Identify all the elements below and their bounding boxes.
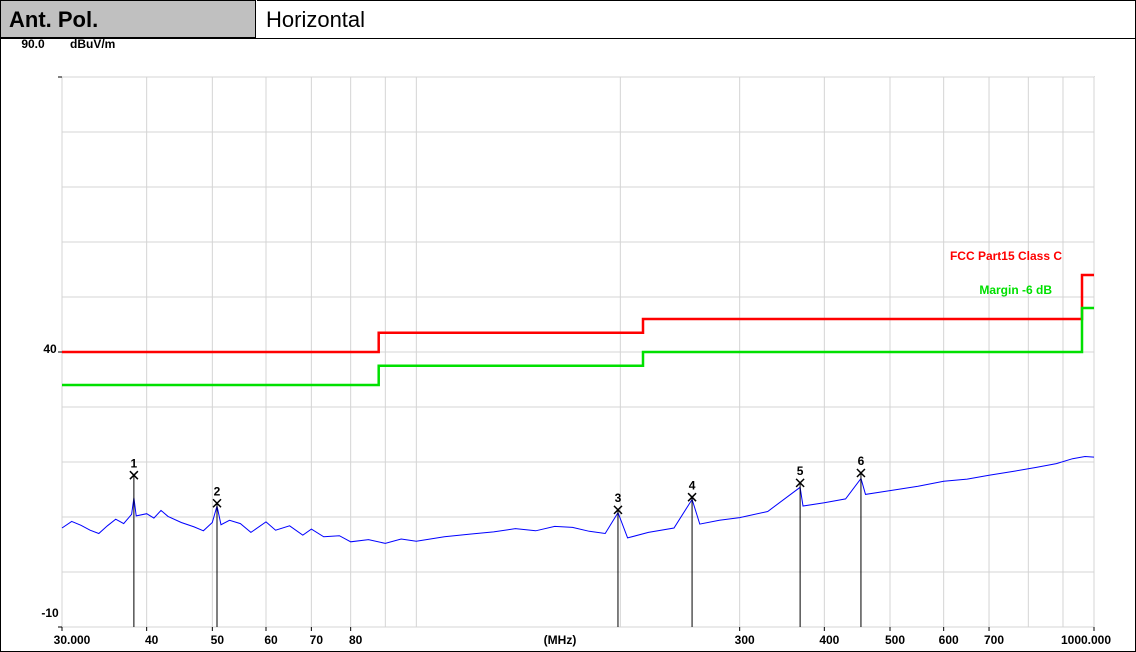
series-label: FCC Part15 Class C bbox=[950, 249, 1062, 263]
x-axis-label: (MHz) bbox=[544, 633, 577, 647]
header-label: Ant. Pol. bbox=[0, 0, 256, 38]
x-tick-label: 60 bbox=[264, 633, 278, 647]
x-tick-label: 30.000 bbox=[54, 633, 91, 647]
chart: dBuV/m (MHz) 90.0 40 -10 30.000 40 50 60 70 80 30… bbox=[0, 38, 1136, 652]
marker-label: 4 bbox=[689, 478, 696, 492]
y-tick-label: -10 bbox=[41, 606, 59, 620]
x-tick-label: 40 bbox=[145, 633, 159, 647]
x-tick-label: 80 bbox=[349, 633, 363, 647]
marker-cross bbox=[795, 478, 805, 488]
x-tick-label: 1000.000 bbox=[1061, 633, 1111, 647]
marker-cross bbox=[613, 505, 623, 515]
x-tick-label: 400 bbox=[819, 633, 839, 647]
y-unit: dBuV/m bbox=[70, 38, 115, 51]
header-value: Horizontal bbox=[257, 0, 1136, 39]
marker-cross bbox=[856, 468, 866, 478]
marker-label: 2 bbox=[214, 484, 221, 498]
y-tick-label: 90.0 bbox=[21, 38, 45, 51]
series-line bbox=[62, 306, 1094, 387]
x-tick-label: 70 bbox=[310, 633, 324, 647]
marker-cross bbox=[129, 470, 139, 480]
marker-cross bbox=[212, 498, 222, 508]
series-line bbox=[62, 273, 1094, 354]
series-label: Margin -6 dB bbox=[979, 283, 1052, 297]
marker-label: 1 bbox=[131, 456, 138, 470]
marker-label: 3 bbox=[615, 491, 622, 505]
marker-label: 6 bbox=[858, 454, 865, 468]
y-tick-label: 40 bbox=[43, 342, 57, 356]
x-tick-label: 300 bbox=[735, 633, 755, 647]
x-tick-label: 50 bbox=[211, 633, 225, 647]
series-line bbox=[61, 455, 1095, 544]
x-tick-label: 500 bbox=[885, 633, 905, 647]
x-tick-label: 700 bbox=[984, 633, 1004, 647]
x-tick-label: 600 bbox=[939, 633, 959, 647]
marker-cross bbox=[687, 492, 697, 502]
marker-label: 5 bbox=[797, 464, 804, 478]
